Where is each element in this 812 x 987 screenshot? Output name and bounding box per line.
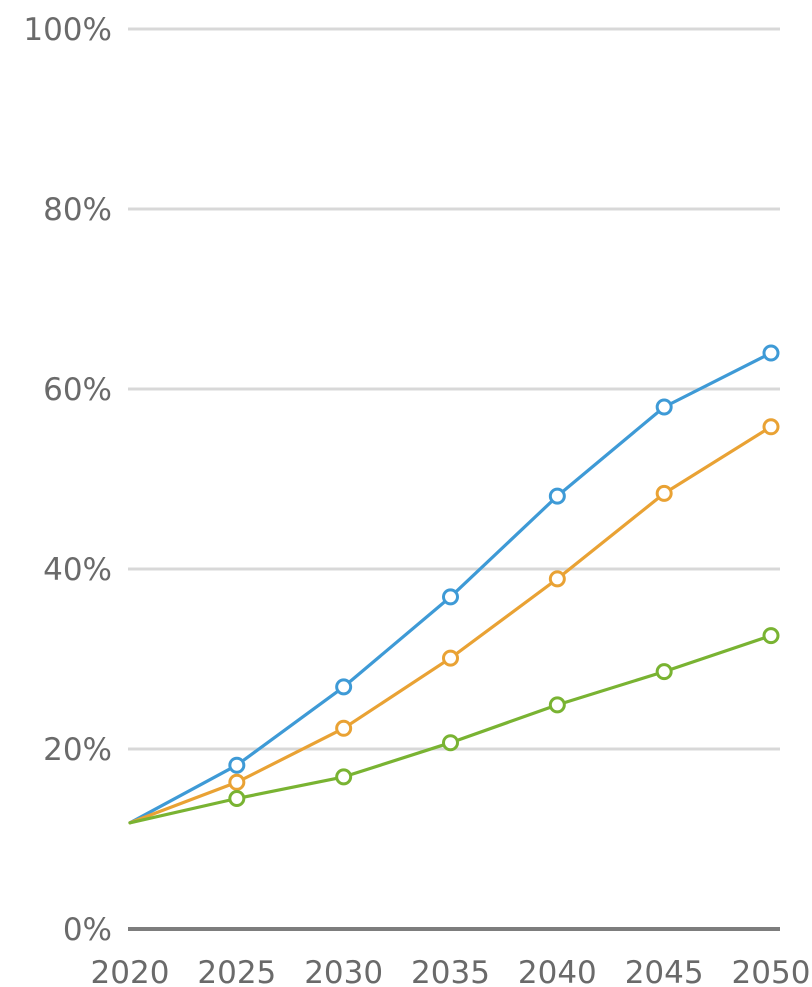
data-point: [762, 418, 780, 436]
y-axis-tick-labels: 0% 20% 40% 60% 80% 100%: [23, 12, 112, 948]
series-3: [128, 627, 780, 825]
data-point: [228, 773, 246, 791]
series-2: [128, 418, 780, 825]
x-tick-label: 2025: [197, 955, 276, 987]
series-line: [128, 351, 773, 825]
y-tick-label: 60%: [43, 372, 112, 408]
y-tick-label: 0%: [63, 912, 112, 948]
data-point: [442, 734, 459, 752]
series-1: [128, 344, 780, 825]
data-point: [335, 678, 353, 696]
data-point: [228, 790, 246, 807]
data-point: [655, 484, 673, 502]
x-tick-label: 2035: [411, 955, 490, 987]
gridlines: [128, 27, 780, 931]
x-tick-label: 2030: [304, 955, 383, 987]
data-point: [762, 344, 780, 362]
series-layer: [128, 344, 780, 825]
data-point: [335, 719, 353, 737]
data-point: [228, 756, 246, 774]
y-tick-label: 20%: [43, 732, 112, 768]
x-tick-label: 2020: [91, 955, 170, 987]
y-tick-label: 40%: [43, 552, 112, 588]
y-tick-label: 80%: [43, 192, 112, 228]
data-point: [548, 487, 566, 505]
y-tick-label: 100%: [23, 12, 112, 48]
x-tick-label: 2040: [518, 955, 597, 987]
data-point: [548, 696, 566, 714]
data-point: [655, 663, 673, 681]
x-axis-tick-labels: 2020 2025 2030 2035 2040 2045 2050: [91, 955, 811, 987]
data-point: [442, 588, 459, 606]
series-line: [128, 425, 773, 825]
data-point: [655, 398, 673, 416]
x-tick-label: 2050: [732, 955, 811, 987]
data-point: [548, 570, 566, 588]
data-point: [442, 649, 459, 667]
data-point: [335, 768, 353, 786]
x-tick-label: 2045: [625, 955, 704, 987]
data-point: [762, 627, 780, 645]
